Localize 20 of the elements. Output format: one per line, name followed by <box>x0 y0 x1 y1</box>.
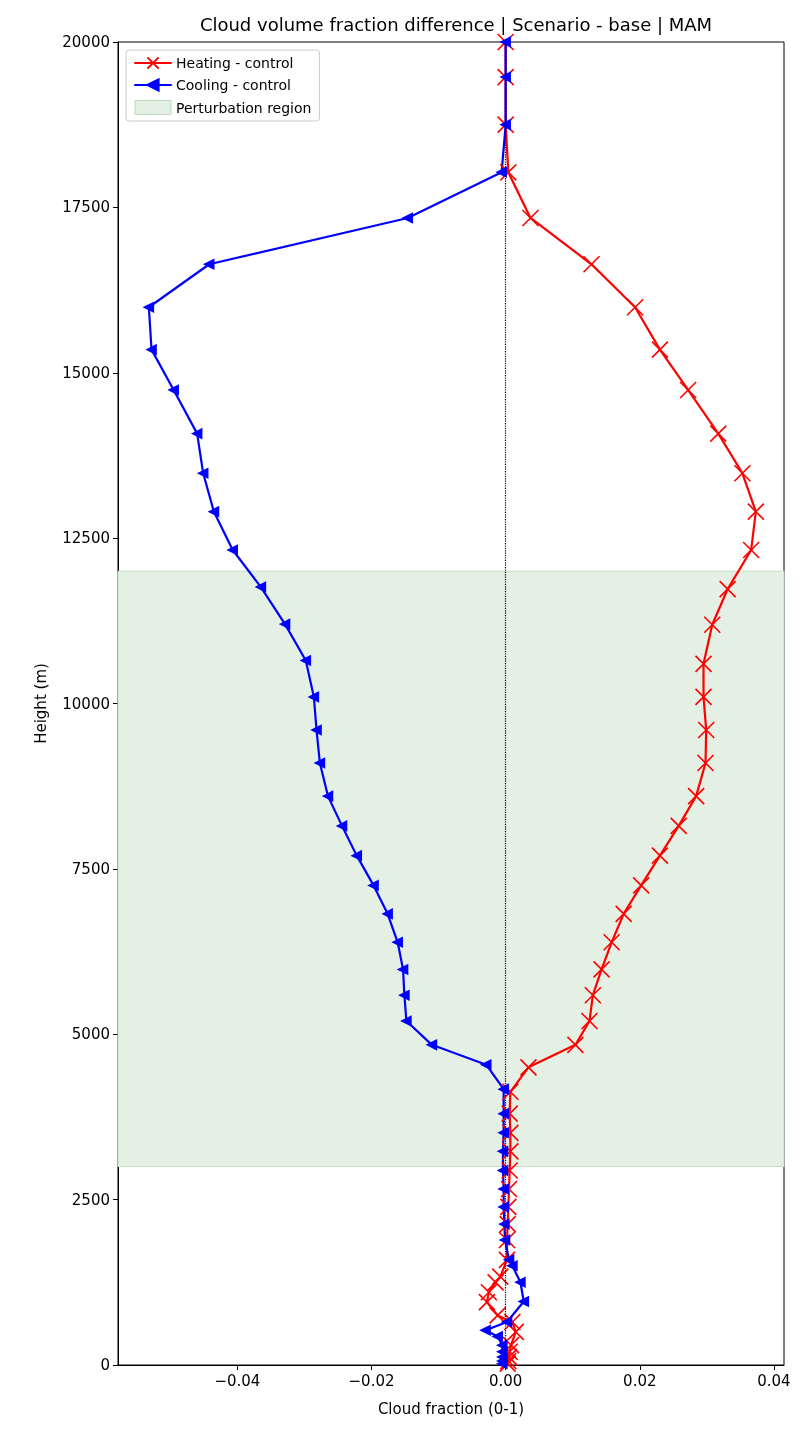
y-tick-label: 5000 <box>71 1025 110 1044</box>
x-tick-label: −0.04 <box>214 1371 261 1390</box>
x-tick-label: 0.00 <box>488 1371 523 1390</box>
y-tick-label: 2500 <box>71 1190 110 1209</box>
y-tick-label: 0 <box>100 1356 110 1374</box>
legend-label: Cooling - control <box>176 77 291 93</box>
y-tick-label: 7500 <box>71 859 110 878</box>
legend-label: Heating - control <box>176 55 294 71</box>
y-tick-label: 17500 <box>62 198 110 217</box>
x-axis-title: Cloud fraction (0-1) <box>377 1399 525 1418</box>
x-tick-label: −0.02 <box>348 1371 395 1390</box>
x-tick-label: 0.04 <box>757 1371 791 1390</box>
legend-label: Perturbation region <box>176 99 312 116</box>
y-tick-label: 20000 <box>62 33 110 51</box>
y-axis-title: Height (m) <box>31 663 50 744</box>
y-tick-label: 15000 <box>62 363 110 382</box>
y-tick-label: 12500 <box>62 529 110 548</box>
x-tick-label: 0.02 <box>623 1371 657 1390</box>
chart-title: Cloud volume fraction difference | Scenario - base | MAM <box>199 13 713 35</box>
y-tick-label: 10000 <box>62 694 110 713</box>
